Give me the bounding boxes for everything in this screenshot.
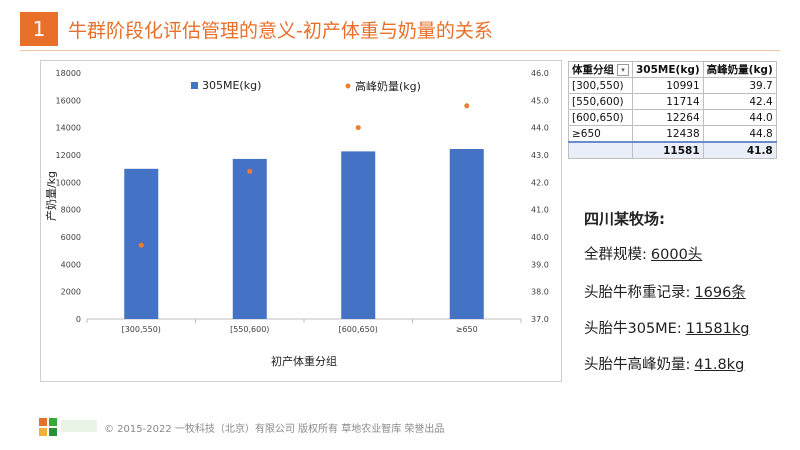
y2-tick-label: 38.0 — [531, 288, 549, 297]
table-cell: 12264 — [632, 109, 704, 126]
point-peak-yield — [138, 242, 144, 248]
y2-tick-label: 41.0 — [531, 206, 549, 215]
table-header-row: 体重分组 ▾ 305ME(kg) 高峰奶量(kg) — [568, 61, 777, 78]
table-cell: 12438 — [632, 125, 704, 143]
y2-tick-label: 45.0 — [531, 96, 549, 105]
fact-305me: 头胎牛305ME: 11581kg — [584, 321, 750, 337]
y-axis-title: 产奶量/kg — [44, 171, 58, 221]
slide-header: 1 牛群阶段化评估管理的意义-初产体重与奶量的关系 — [20, 12, 493, 46]
y-tick-label: 2000 — [61, 288, 81, 297]
farm-heading: 四川某牧场: — [584, 210, 665, 228]
bar-305me — [232, 158, 267, 319]
table-cell: [300,550) — [568, 77, 633, 94]
table-header-cell: 305ME(kg) — [632, 61, 704, 78]
fact-weighing-records: 头胎牛称重记录: 1696条 — [584, 285, 746, 301]
y2-tick-label: 40.0 — [531, 233, 549, 242]
fact-value: 11581kg — [685, 321, 750, 337]
footer-copyright: © 2015-2022 一牧科技（北京）有限公司 版权所有 草地农业智库 荣誉出… — [104, 424, 445, 435]
table-cell: 42.4 — [702, 93, 777, 110]
x-tick-label: [600,650) — [339, 325, 378, 334]
fact-value: 41.8kg — [694, 357, 745, 373]
chart-panel: 0 2000 4000 6000 8000 10000 12000 14000 16000 180… — [40, 60, 562, 382]
y-tick-label: 14000 — [56, 124, 81, 133]
y2-tick-label: 39.0 — [531, 260, 549, 269]
table-cell: 39.7 — [702, 77, 777, 94]
y2-tick-label: 43.0 — [531, 151, 549, 160]
y-tick-label: 12000 — [56, 151, 81, 160]
slide-title: 牛群阶段化评估管理的意义-初产体重与奶量的关系 — [68, 19, 493, 42]
fact-value: 1696条 — [694, 285, 746, 301]
y2-tick-label: 46.0 — [531, 69, 549, 78]
fact-peak-yield: 头胎牛高峰奶量: 41.8kg — [584, 357, 745, 373]
bar-305me — [341, 151, 376, 319]
y-tick-label: 0 — [76, 315, 81, 324]
table-cell: 44.0 — [702, 109, 777, 126]
x-axis-title: 初产体重分组 — [271, 354, 337, 368]
table-row: [300,550) 10991 39.7 — [568, 77, 777, 94]
legend-label-305me: 305ME(kg) — [202, 79, 261, 92]
legend-swatch-305me — [191, 82, 198, 89]
table-cell: 11581 — [632, 141, 704, 159]
y-tick-label: 4000 — [61, 260, 81, 269]
x-tick-label: [550,600) — [230, 325, 269, 334]
y-tick-label: 8000 — [61, 206, 81, 215]
table-cell — [568, 141, 633, 159]
x-tick-label: ≥650 — [456, 325, 478, 334]
table-total-row: 11581 41.8 — [568, 141, 777, 159]
y-tick-label: 10000 — [56, 178, 81, 187]
y2-tick-label: 42.0 — [531, 178, 549, 187]
table-row: [550,600) 11714 42.4 — [568, 93, 777, 110]
y2-tick-label: 44.0 — [531, 124, 549, 133]
table-cell: 11714 — [632, 93, 704, 110]
point-peak-yield — [464, 103, 470, 109]
y-tick-label: 16000 — [56, 96, 81, 105]
y-tick-label: 18000 — [56, 69, 81, 78]
table-header-cell: 高峰奶量(kg) — [702, 61, 777, 78]
table-cell: 44.8 — [702, 125, 777, 143]
combo-chart: 0 2000 4000 6000 8000 10000 12000 14000 16000 180… — [44, 69, 549, 368]
fact-herd-size: 全群规模: 6000头 — [584, 247, 703, 263]
table-header-cell: 体重分组 ▾ — [568, 61, 633, 78]
filter-dropdown-icon[interactable]: ▾ — [617, 64, 629, 76]
point-peak-yield — [355, 125, 361, 131]
table-row: [600,650) 12264 44.0 — [568, 109, 777, 126]
header-divider — [20, 50, 780, 51]
bar-305me — [449, 149, 484, 319]
x-tick-label: [300,550) — [122, 325, 161, 334]
table-cell: ≥650 — [568, 125, 633, 143]
table-cell: 10991 — [632, 77, 704, 94]
y2-tick-label: 37.0 — [531, 315, 549, 324]
company-logo — [38, 417, 98, 436]
table-cell: [550,600) — [568, 93, 633, 110]
legend-swatch-peak-yield — [345, 83, 351, 89]
fact-value: 6000头 — [650, 247, 703, 263]
table-row: ≥650 12438 44.8 — [568, 125, 777, 143]
point-peak-yield — [247, 168, 253, 174]
legend-label-peak-yield: 高峰奶量(kg) — [355, 79, 421, 93]
data-table: 体重分组 ▾ 305ME(kg) 高峰奶量(kg) [300,550) 10991… — [568, 61, 777, 159]
slide-number: 1 — [20, 12, 58, 46]
table-cell: [600,650) — [568, 109, 633, 126]
table-cell: 41.8 — [702, 141, 777, 159]
y-tick-label: 6000 — [61, 233, 81, 242]
